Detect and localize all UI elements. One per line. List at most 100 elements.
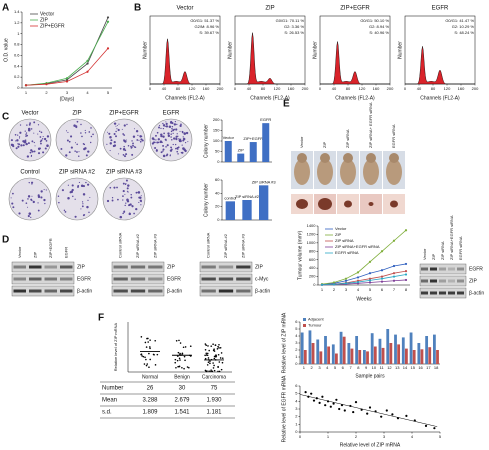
colony bbox=[10, 197, 12, 199]
bar bbox=[331, 344, 335, 364]
colony bbox=[162, 144, 165, 147]
x-tick-label: 3 bbox=[345, 287, 348, 292]
x-axis-label: Channels (FL2-A) bbox=[420, 95, 460, 101]
colony bbox=[107, 131, 109, 133]
legend-label: ZIP siRNA bbox=[335, 238, 354, 243]
colony bbox=[57, 195, 60, 198]
y-tick-label: 0 bbox=[295, 361, 298, 366]
legend-label: EGFR siRNA bbox=[335, 250, 359, 255]
band bbox=[130, 277, 146, 281]
mouse bbox=[386, 159, 402, 185]
colony bbox=[171, 138, 173, 141]
colony bbox=[159, 140, 163, 144]
colony bbox=[28, 212, 32, 215]
point bbox=[349, 404, 352, 408]
point bbox=[368, 281, 372, 284]
point bbox=[344, 282, 348, 285]
lane-label: ZIP bbox=[431, 253, 436, 260]
bar bbox=[428, 347, 432, 364]
y-axis-label: Number bbox=[142, 41, 148, 59]
colony bbox=[32, 200, 35, 204]
bar bbox=[259, 185, 269, 220]
lane-label: ZIP+EGFR bbox=[48, 238, 53, 258]
colony bbox=[171, 126, 174, 128]
colony bbox=[113, 140, 116, 144]
y-tick-label: 4 bbox=[295, 398, 298, 403]
colony bbox=[90, 127, 92, 129]
bar bbox=[405, 348, 408, 364]
colony bbox=[29, 151, 32, 154]
dot bbox=[218, 361, 221, 363]
dot bbox=[176, 355, 179, 357]
bar-label: control bbox=[224, 195, 236, 200]
x-tick-label: 12 bbox=[387, 365, 392, 370]
lane-label: ZIP bbox=[32, 251, 37, 258]
x-tick-label: 160 bbox=[203, 86, 210, 91]
colony bbox=[122, 195, 124, 197]
dot bbox=[144, 356, 146, 359]
colony bbox=[27, 198, 29, 200]
y-tick-label: 1400 bbox=[307, 223, 317, 228]
x-tick-label: 2 bbox=[355, 434, 358, 439]
colony bbox=[184, 149, 187, 153]
bar bbox=[363, 350, 366, 364]
row-label: ZIP bbox=[469, 278, 477, 284]
colony bbox=[80, 132, 82, 134]
colony bbox=[167, 134, 171, 138]
point bbox=[340, 404, 344, 407]
colony bbox=[26, 124, 28, 126]
point bbox=[392, 275, 396, 278]
dot bbox=[211, 370, 214, 373]
dot bbox=[212, 343, 214, 345]
colony bbox=[111, 197, 114, 199]
y-tick-label: 200 bbox=[213, 117, 220, 122]
colony bbox=[76, 151, 78, 153]
point bbox=[392, 272, 396, 275]
x-tick-label: 80 bbox=[346, 86, 351, 91]
dot bbox=[221, 357, 224, 359]
colony bbox=[160, 151, 163, 154]
colony bbox=[22, 144, 25, 147]
colony bbox=[106, 143, 108, 145]
blot-strip bbox=[11, 273, 75, 285]
x-tick-label: Carcinoma bbox=[202, 374, 226, 380]
colony bbox=[30, 155, 32, 157]
cell-cycle-stat: S: 40.96 % bbox=[369, 30, 389, 35]
dot bbox=[181, 352, 184, 355]
dot bbox=[221, 361, 224, 364]
band bbox=[430, 279, 437, 283]
colony bbox=[30, 128, 33, 130]
cell-cycle-stat: S: 48.24 % bbox=[454, 30, 474, 35]
y-tick-label: 1.2 bbox=[14, 20, 20, 25]
colony bbox=[33, 150, 36, 153]
colony bbox=[33, 132, 35, 134]
point bbox=[315, 397, 318, 400]
point bbox=[86, 59, 89, 62]
point bbox=[324, 404, 327, 407]
legend-swatch bbox=[303, 318, 306, 321]
colony bbox=[19, 124, 22, 126]
colony bbox=[40, 190, 43, 193]
colony bbox=[122, 133, 125, 135]
point bbox=[329, 405, 332, 408]
plate-label: ZIP siRNA #3 bbox=[106, 170, 143, 176]
x-tick-label: Normal bbox=[142, 374, 158, 380]
colony bbox=[11, 202, 14, 205]
table-cell: 1.930 bbox=[206, 398, 222, 404]
point bbox=[392, 279, 396, 282]
tumour bbox=[344, 200, 352, 208]
dot bbox=[219, 357, 222, 359]
bar bbox=[358, 350, 362, 364]
table-row-label: Mean bbox=[102, 398, 117, 404]
x-tick-label: 0 bbox=[319, 86, 322, 91]
colony bbox=[162, 148, 165, 151]
y-tick-label: 1 bbox=[295, 421, 298, 426]
colony bbox=[122, 148, 126, 151]
colony bbox=[133, 212, 135, 215]
colony bbox=[74, 215, 77, 218]
bar bbox=[350, 348, 354, 364]
dot bbox=[204, 357, 207, 360]
bar bbox=[425, 336, 429, 364]
band bbox=[130, 289, 146, 293]
colony bbox=[181, 144, 183, 146]
